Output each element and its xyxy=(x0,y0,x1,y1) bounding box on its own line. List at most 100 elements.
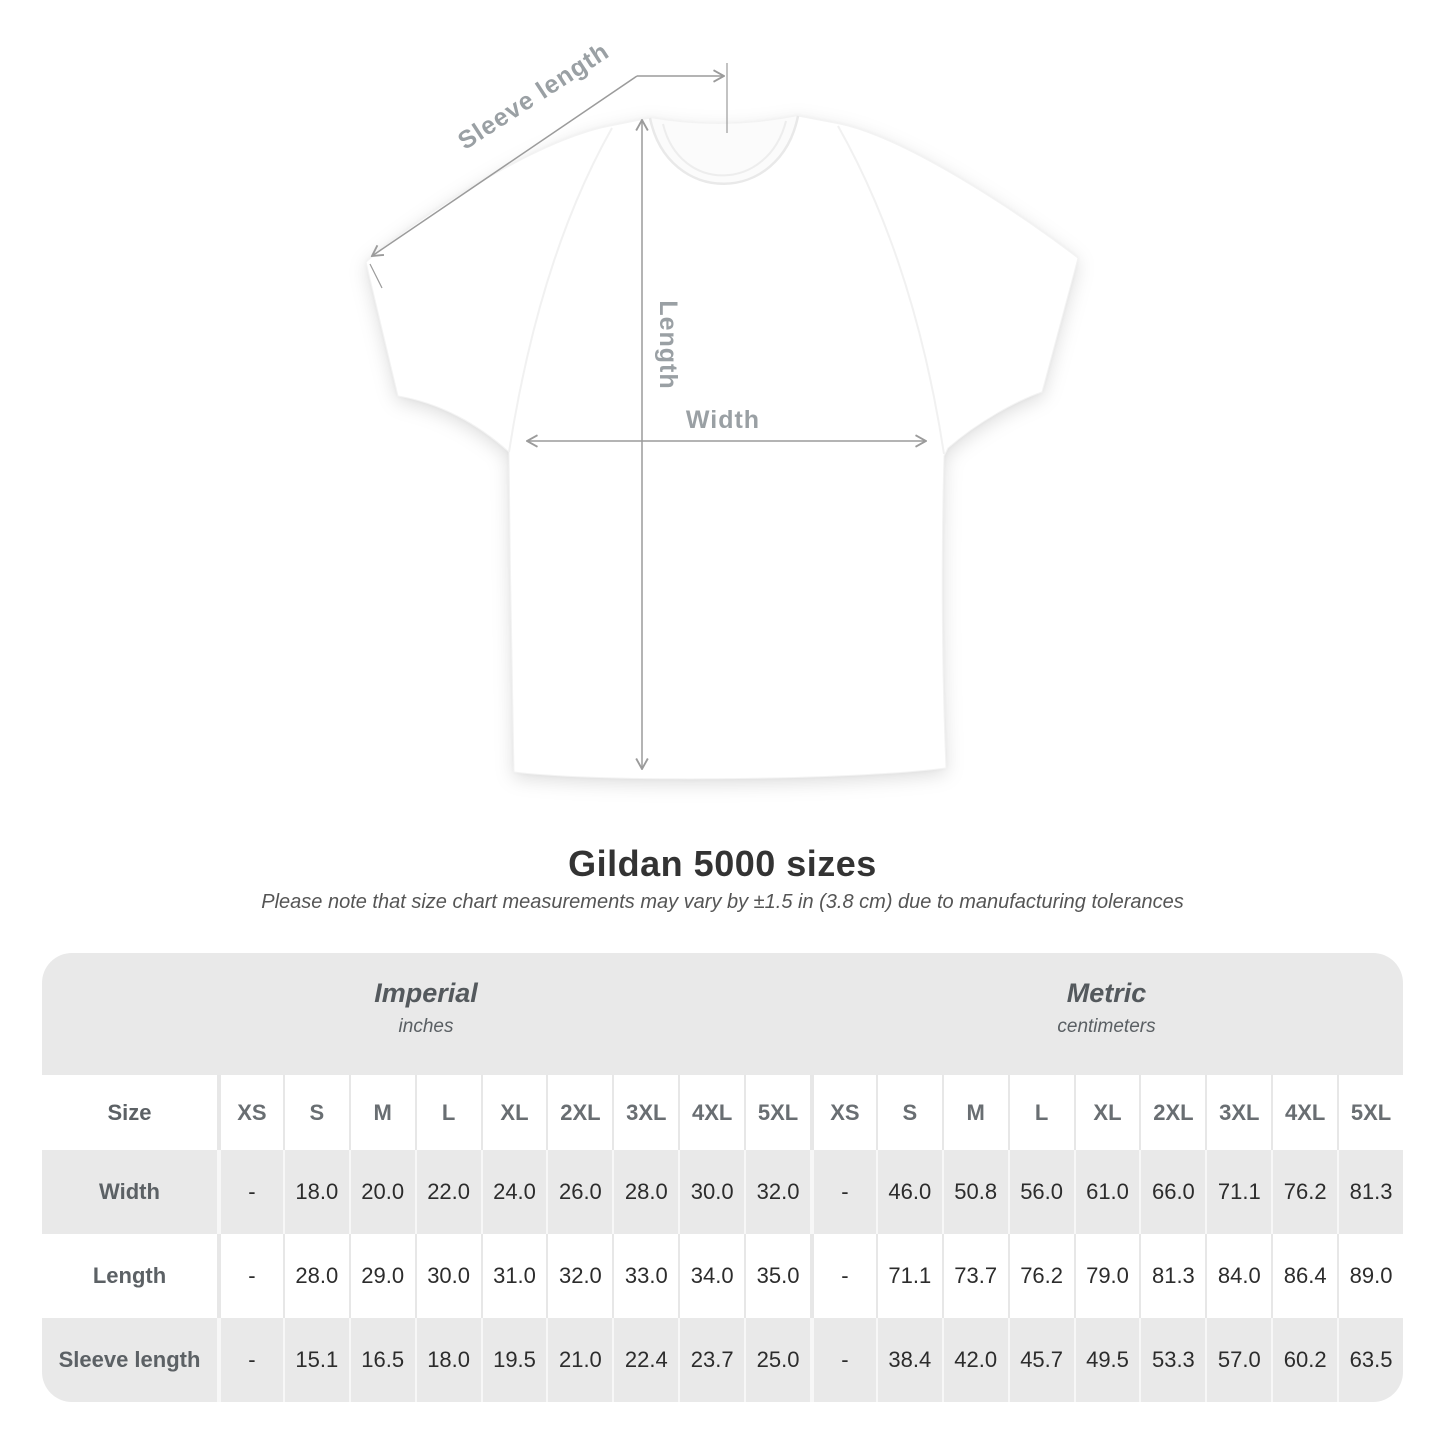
metric-value-cell: 60.2 xyxy=(1271,1318,1338,1402)
row-label: Sleeve length xyxy=(42,1318,217,1402)
metric-value-cell: 42.0 xyxy=(941,1318,1008,1402)
size-header-metric-4xl: 4XL xyxy=(1271,1075,1338,1150)
metric-header-group: Metric centimeters xyxy=(810,953,1403,1075)
imperial-value-cell: 30.0 xyxy=(414,1234,481,1318)
metric-title: Metric xyxy=(1066,978,1147,1008)
metric-value-cell: 81.3 xyxy=(1139,1234,1206,1318)
size-table: Imperial inches Metric centimeters Size X… xyxy=(42,953,1403,1402)
right-armhole-seam xyxy=(837,125,945,455)
tshirt-measurement-diagram: Sleeve length Length Width xyxy=(365,37,1079,780)
size-header-metric-s: S xyxy=(875,1075,942,1150)
imperial-value-cell: 35.0 xyxy=(744,1234,810,1318)
size-header-imperial-4xl: 4XL xyxy=(678,1075,745,1150)
metric-value-cell: - xyxy=(809,1150,876,1234)
metric-value-cell: 57.0 xyxy=(1205,1318,1272,1402)
size-header-metric-3xl: 3XL xyxy=(1205,1075,1272,1150)
imperial-value-cell: 30.0 xyxy=(678,1150,745,1234)
metric-value-cell: 50.8 xyxy=(941,1150,1008,1234)
length-label: Length xyxy=(654,300,682,389)
unit-header-band: Imperial inches Metric centimeters xyxy=(42,953,1403,1075)
imperial-value-cell: 25.0 xyxy=(744,1318,810,1402)
metric-value-cell: 81.3 xyxy=(1337,1150,1403,1234)
imperial-value-cell: 32.0 xyxy=(744,1150,810,1234)
imperial-header-group: Imperial inches xyxy=(42,953,810,1075)
metric-value-cell: 38.4 xyxy=(875,1318,942,1402)
page-title: Gildan 5000 sizes xyxy=(568,843,877,884)
metric-value-cell: 73.7 xyxy=(941,1234,1008,1318)
metric-value-cell: - xyxy=(809,1318,876,1402)
metric-value-cell: 56.0 xyxy=(1007,1150,1074,1234)
metric-value-cell: 61.0 xyxy=(1073,1150,1140,1234)
metric-value-cell: 89.0 xyxy=(1337,1234,1403,1318)
imperial-value-cell: - xyxy=(217,1150,283,1234)
imperial-value-cell: 24.0 xyxy=(480,1150,547,1234)
imperial-value-cell: 21.0 xyxy=(546,1318,613,1402)
imperial-value-cell: 32.0 xyxy=(546,1234,613,1318)
metric-unit: centimeters xyxy=(1057,1016,1156,1037)
collar-inner-seam xyxy=(662,120,787,177)
row-label: Width xyxy=(42,1150,217,1234)
size-column-header: Size xyxy=(42,1075,217,1150)
metric-value-cell: 53.3 xyxy=(1139,1318,1206,1402)
imperial-value-cell: 19.5 xyxy=(480,1318,547,1402)
size-header-metric-l: L xyxy=(1007,1075,1074,1150)
imperial-value-cell: 31.0 xyxy=(480,1234,547,1318)
size-header-metric-2xl: 2XL xyxy=(1139,1075,1206,1150)
imperial-value-cell: - xyxy=(217,1318,283,1402)
sleeve-length-arrow-diagonal xyxy=(372,75,638,256)
metric-value-cell: 86.4 xyxy=(1271,1234,1338,1318)
size-header-metric-m: M xyxy=(941,1075,1008,1150)
measurement-arrows xyxy=(369,63,926,769)
metric-value-cell: 49.5 xyxy=(1073,1318,1140,1402)
size-header-imperial-3xl: 3XL xyxy=(612,1075,679,1150)
tshirt-body xyxy=(365,115,1079,780)
imperial-value-cell: 33.0 xyxy=(612,1234,679,1318)
imperial-value-cell: - xyxy=(217,1234,283,1318)
size-grid: Size XS S M L XL 2XL 3XL 4XL 5XL XS S M L XL 2XL 3XL 4XL 5… xyxy=(42,1075,1403,1402)
neck-opening xyxy=(650,116,798,184)
metric-value-cell: 46.0 xyxy=(875,1150,942,1234)
imperial-value-cell: 18.0 xyxy=(282,1150,349,1234)
imperial-title: Imperial xyxy=(374,978,478,1008)
metric-value-cell: 71.1 xyxy=(1205,1150,1272,1234)
size-header-imperial-s: S xyxy=(282,1075,349,1150)
metric-value-cell: 76.2 xyxy=(1271,1150,1338,1234)
imperial-value-cell: 22.4 xyxy=(612,1318,679,1402)
size-header-imperial-2xl: 2XL xyxy=(546,1075,613,1150)
size-header-imperial-m: M xyxy=(348,1075,415,1150)
imperial-value-cell: 22.0 xyxy=(414,1150,481,1234)
sleeve-witness-tick xyxy=(369,263,383,289)
row-label: Length xyxy=(42,1234,217,1318)
size-header-metric-5xl: 5XL xyxy=(1337,1075,1403,1150)
imperial-value-cell: 16.5 xyxy=(348,1318,415,1402)
left-armhole-seam xyxy=(508,127,613,453)
imperial-value-cell: 18.0 xyxy=(414,1318,481,1402)
size-header-imperial-l: L xyxy=(414,1075,481,1150)
imperial-value-cell: 29.0 xyxy=(348,1234,415,1318)
imperial-unit: inches xyxy=(398,1016,454,1037)
metric-value-cell: 63.5 xyxy=(1337,1318,1403,1402)
metric-value-cell: 79.0 xyxy=(1073,1234,1140,1318)
size-header-metric-xl: XL xyxy=(1073,1075,1140,1150)
size-header-imperial-xs: XS xyxy=(217,1075,283,1150)
imperial-value-cell: 20.0 xyxy=(348,1150,415,1234)
metric-value-cell: 84.0 xyxy=(1205,1234,1272,1318)
size-header-imperial-5xl: 5XL xyxy=(744,1075,810,1150)
imperial-value-cell: 23.7 xyxy=(678,1318,745,1402)
imperial-value-cell: 28.0 xyxy=(612,1150,679,1234)
metric-value-cell: 71.1 xyxy=(875,1234,942,1318)
metric-value-cell: 66.0 xyxy=(1139,1150,1206,1234)
imperial-value-cell: 15.1 xyxy=(282,1318,349,1402)
collar-outer-seam xyxy=(648,115,800,185)
imperial-value-cell: 34.0 xyxy=(678,1234,745,1318)
width-label: Width xyxy=(686,406,760,434)
metric-value-cell: 45.7 xyxy=(1007,1318,1074,1402)
metric-value-cell: - xyxy=(809,1234,876,1318)
tolerance-note: Please note that size chart measurements… xyxy=(261,891,1184,913)
size-header-imperial-xl: XL xyxy=(480,1075,547,1150)
size-header-metric-xs: XS xyxy=(809,1075,876,1150)
imperial-value-cell: 28.0 xyxy=(282,1234,349,1318)
metric-value-cell: 76.2 xyxy=(1007,1234,1074,1318)
imperial-value-cell: 26.0 xyxy=(546,1150,613,1234)
tshirt-graphic xyxy=(365,115,1079,780)
